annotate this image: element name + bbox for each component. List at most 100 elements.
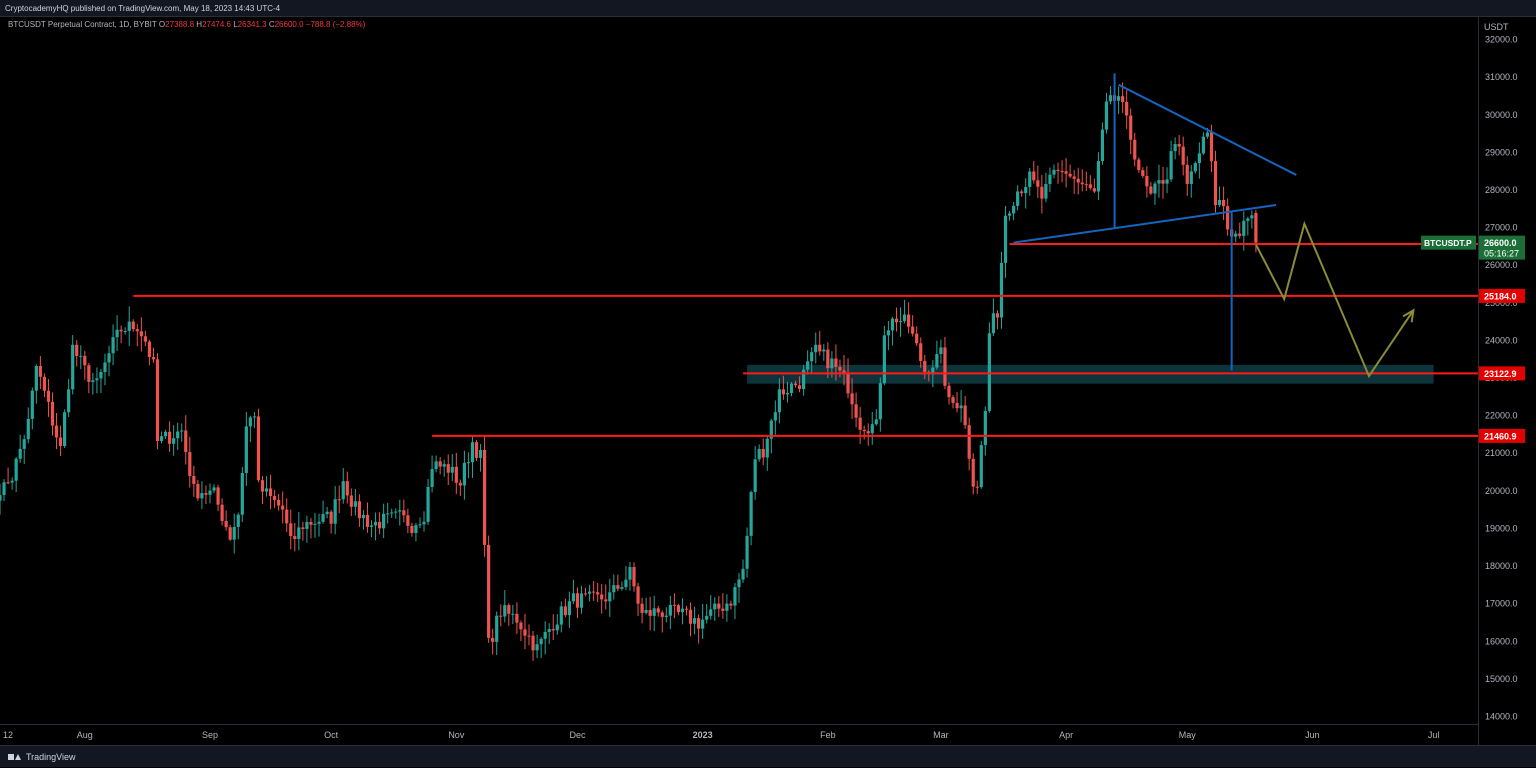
candle-body (676, 605, 681, 613)
candle-body (333, 499, 337, 524)
candle-body (1173, 144, 1177, 152)
candle-body (757, 448, 761, 460)
candle-body (426, 486, 430, 522)
candle-body (147, 341, 152, 358)
symbol-name: BTCUSDT Perpetual Contract, 1D, BYBIT (8, 20, 157, 29)
candle-body (204, 493, 208, 495)
open-label: O (158, 20, 166, 29)
candle-body (1205, 132, 1210, 137)
level-price-tag (1479, 288, 1525, 303)
candle-body (369, 525, 374, 527)
candle-body (660, 612, 664, 617)
candle-body (139, 331, 143, 337)
candle-body (1221, 199, 1226, 207)
candle-body (692, 618, 697, 624)
candle-body (737, 579, 741, 588)
candle-body (42, 376, 47, 391)
x-tick-label: Nov (448, 730, 465, 740)
candle-body (151, 357, 156, 360)
candle-body (898, 321, 903, 323)
candle-body (797, 385, 802, 389)
candle-body (636, 586, 640, 604)
candle-body (890, 318, 895, 331)
candle-body (555, 624, 559, 631)
candle-body (1100, 129, 1105, 162)
x-tick-label: Jun (1305, 730, 1320, 740)
candle-body (624, 579, 628, 588)
candle-body (1161, 180, 1165, 184)
candle-body (567, 601, 571, 616)
candle-body (1169, 151, 1173, 180)
candle-body (365, 514, 370, 527)
candle-body (979, 445, 983, 488)
candle-body (228, 527, 232, 540)
candle-body (814, 344, 818, 353)
candle-body (1189, 171, 1193, 184)
candle-body (935, 354, 939, 368)
candle-body (402, 510, 406, 516)
candle-body (697, 618, 701, 629)
candle-body (172, 438, 176, 444)
candle-body (309, 521, 313, 525)
candle-body (793, 383, 798, 386)
symbol-tag (1421, 235, 1476, 250)
publisher-bar: CryptocademyHQ published on TradingView.… (0, 0, 1536, 17)
candle-body (67, 389, 71, 413)
candle-body (1141, 170, 1145, 176)
y-tick-label: 26000.0 (1485, 260, 1518, 270)
candle-body (1157, 180, 1161, 184)
candle-body (495, 615, 499, 642)
candle-body (785, 393, 790, 395)
candle-body (123, 330, 127, 332)
candle-body (1068, 173, 1072, 177)
candle-body (430, 469, 434, 487)
footer-bar: TradingView (0, 745, 1536, 767)
candle-body (1096, 161, 1101, 192)
candle-body (386, 513, 390, 515)
candle-body (1246, 218, 1250, 221)
candle-body (705, 615, 709, 620)
candle-body (709, 609, 713, 616)
candle-body (882, 335, 886, 384)
candle-body (612, 585, 616, 593)
candle-body (220, 504, 224, 521)
candle-body (131, 321, 135, 330)
candle-body (305, 521, 309, 529)
candle-body (507, 605, 511, 614)
candle-body (1125, 102, 1129, 116)
candle-body (200, 493, 204, 499)
time-axis[interactable] (0, 724, 1478, 746)
candle-body (462, 462, 466, 486)
projection-arrowhead (1402, 308, 1415, 323)
candle-body (95, 378, 99, 381)
candle-body (923, 360, 927, 372)
candle-body (818, 344, 822, 352)
candle-body (382, 513, 386, 529)
close-label: C (268, 20, 275, 29)
candle-body (539, 638, 543, 645)
y-tick-label: 19000.0 (1485, 523, 1518, 533)
candle-body (680, 608, 685, 613)
candle-body (180, 430, 184, 432)
candle-body (1108, 95, 1113, 102)
candle-body (878, 383, 882, 420)
candle-body (264, 488, 269, 492)
candle-body (733, 587, 737, 606)
price-axis[interactable] (1478, 17, 1536, 745)
candle-body (317, 521, 321, 524)
candle-body (79, 355, 83, 357)
candle-body (571, 593, 576, 602)
candle-body (248, 417, 252, 427)
footer-brand[interactable]: TradingView (26, 751, 76, 762)
candle-body (604, 599, 608, 602)
candle-body (1104, 101, 1109, 130)
countdown-label: 05:16:27 (1484, 249, 1519, 259)
candle-body (652, 608, 656, 616)
level-price-label: 21460.9 (1484, 431, 1517, 441)
x-tick-label: Dec (569, 730, 586, 740)
candle-body (789, 383, 794, 394)
candle-body (277, 499, 281, 506)
candle-body (915, 333, 919, 344)
candle-body (313, 523, 317, 525)
